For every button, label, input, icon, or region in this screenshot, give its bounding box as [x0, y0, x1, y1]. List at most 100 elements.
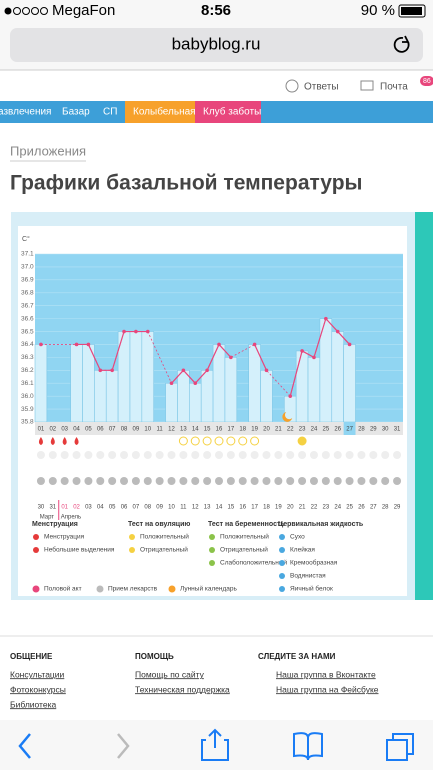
y-tick-label: 36.7 [21, 302, 34, 309]
x-tick-label: 09 [133, 427, 140, 433]
temperature-point [134, 329, 138, 334]
date-label: 05 [109, 505, 116, 511]
footer-link[interactable]: Наша группа на Фейсбуке [276, 684, 379, 694]
x-tick-label: 28 [358, 427, 365, 433]
tabs[interactable] [386, 733, 414, 761]
temperature-point [39, 342, 43, 347]
date-label: 24 [334, 505, 341, 511]
x-tick-label: 01 [38, 427, 45, 433]
footer-title: ПОМОЩЬ [135, 652, 174, 661]
date-label: 29 [394, 505, 401, 511]
bar [82, 344, 95, 423]
date-label: 01 [61, 505, 68, 511]
footer-link[interactable]: Помощь по сайту [135, 669, 205, 679]
ovulation-icon [214, 436, 224, 446]
nav-item[interactable]: Базар [62, 107, 90, 118]
temperature-point [300, 349, 304, 353]
nav-item[interactable]: СП [103, 107, 117, 118]
temperature-point [229, 355, 233, 360]
row-slot [60, 477, 69, 485]
footer-link[interactable]: Консультации [10, 669, 65, 679]
row-slot [393, 451, 402, 459]
date-label: 08 [144, 505, 151, 511]
legend-icon [33, 534, 39, 540]
row-slot [72, 477, 81, 485]
date-label: 07 [133, 505, 140, 511]
row-slot [72, 451, 81, 459]
bar [94, 370, 107, 423]
date-label: 03 [85, 505, 92, 511]
row-slot [381, 477, 390, 485]
x-tick-label: 27 [346, 427, 353, 433]
legend-icon [279, 547, 285, 553]
share[interactable] [201, 728, 229, 761]
row-slot [120, 451, 129, 459]
bar [165, 382, 178, 423]
ovulation-icon [190, 436, 200, 446]
row-slot [131, 477, 140, 485]
back[interactable] [18, 733, 31, 759]
date-label: 12 [192, 505, 199, 511]
temperature-point [288, 394, 293, 398]
row-slot [215, 451, 223, 459]
nav-item[interactable]: азвлечения [0, 107, 51, 118]
row-slot [215, 477, 223, 485]
row-slot [369, 477, 378, 485]
bar [260, 370, 273, 423]
legend-icon [32, 585, 40, 593]
x-tick-label: 24 [311, 427, 318, 433]
nav-item[interactable]: Колыбельная [133, 106, 196, 118]
row-slot [262, 477, 271, 485]
row-slot [120, 477, 129, 485]
url-bar[interactable] [10, 28, 423, 62]
topbar-link[interactable]: Ответы [304, 82, 339, 93]
footer-link[interactable]: Фотоконкурсы [10, 684, 66, 694]
drop-icon [50, 437, 55, 445]
temperature-point [347, 342, 352, 347]
drop-icon [38, 437, 43, 445]
legend-item: Водянистая [290, 573, 326, 580]
nav-active [125, 101, 195, 123]
row-slot [84, 451, 93, 459]
month-label: Март [40, 515, 55, 521]
y-tick-label: 36.3 [21, 354, 34, 361]
ovulation-icon [250, 436, 260, 446]
row-slot [226, 477, 235, 485]
topbar-link[interactable]: Почта [380, 82, 408, 93]
date-label: 18 [263, 505, 270, 511]
month-label: Апрель [61, 515, 81, 521]
y-tick-label: 36.5 [21, 328, 34, 335]
badge [420, 76, 433, 86]
breadcrumb[interactable]: Приложения [10, 143, 86, 158]
legend-item: Небольшие выделения [44, 546, 115, 554]
date-label: 26 [358, 505, 365, 511]
y-tick-label: 37.0 [21, 264, 34, 271]
date-label: 09 [156, 505, 163, 511]
row-slot [393, 477, 402, 485]
x-tick-label: 06 [97, 427, 104, 433]
row-slot [143, 477, 152, 485]
row-slot [48, 477, 57, 485]
x-tick-label: 12 [168, 427, 175, 433]
date-label: 11 [180, 505, 187, 511]
footer-link[interactable]: Наша группа в Вконтакте [276, 669, 376, 679]
bar [70, 344, 83, 423]
footer-link[interactable]: Библиотека [10, 699, 56, 709]
footer-link[interactable]: Техническая поддержка [135, 684, 230, 694]
x-tick-label: 08 [121, 427, 128, 433]
row-slot [36, 477, 45, 485]
row-slot [345, 477, 354, 485]
nav-item[interactable]: Клуб заботы [203, 106, 261, 118]
footer-title: ОБЩЕНИЕ [10, 652, 53, 661]
forward[interactable] [117, 733, 130, 759]
drop-icon [74, 437, 79, 445]
legend-item: Клейкая [290, 546, 315, 554]
reload[interactable] [393, 35, 410, 53]
date-label: 19 [275, 505, 282, 511]
ovulation-icon [226, 436, 236, 446]
x-tick-label: 23 [299, 427, 306, 433]
row-slot [108, 477, 117, 485]
url[interactable]: babyblog.ru [172, 34, 261, 53]
bookmarks[interactable] [293, 732, 323, 761]
row-slot [309, 477, 318, 485]
